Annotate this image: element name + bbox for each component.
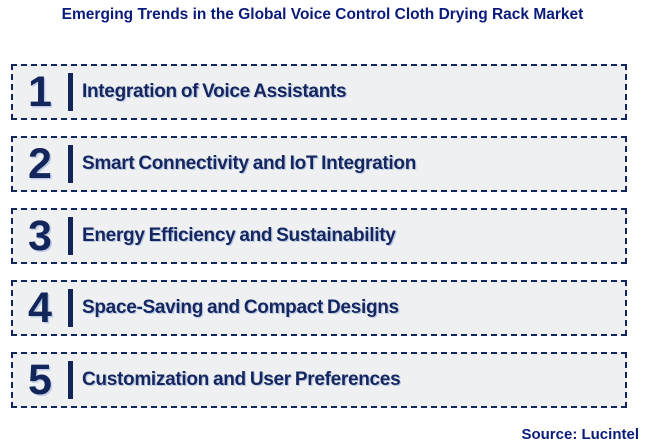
trend-row-5: 5 Customization and User Preferences: [11, 352, 627, 408]
trend-number: 5: [28, 355, 52, 404]
trend-label: Integration of Voice Assistants: [82, 81, 347, 102]
trend-row-4: 4 Space-Saving and Compact Designs: [11, 280, 627, 336]
trend-row-2: 2 Smart Connectivity and IoT Integration: [11, 136, 627, 192]
divider-bar: [68, 217, 73, 255]
trend-label: Smart Connectivity and IoT Integration: [82, 153, 417, 174]
trend-number: 4: [28, 283, 52, 332]
divider-bar: [68, 289, 73, 327]
trend-label: Space-Saving and Compact Designs: [82, 297, 399, 318]
trend-label: Customization and User Preferences: [82, 369, 401, 390]
trend-list: 1 Integration of Voice Assistants 2 Smar…: [11, 64, 627, 408]
divider-bar: [68, 145, 73, 183]
trend-row-1: 1 Integration of Voice Assistants: [11, 64, 627, 120]
divider-bar: [68, 73, 73, 111]
divider-bar: [68, 361, 73, 399]
source-credit: Source: Lucintel: [521, 426, 639, 443]
trend-number: 1: [28, 67, 52, 116]
trend-row-3: 3 Energy Efficiency and Sustainability: [11, 208, 627, 264]
trend-number: 3: [28, 211, 52, 260]
trend-label: Energy Efficiency and Sustainability: [82, 225, 396, 246]
trend-number: 2: [28, 139, 52, 188]
page-title: Emerging Trends in the Global Voice Cont…: [61, 6, 584, 23]
